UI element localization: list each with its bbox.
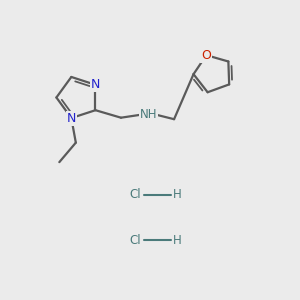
Text: H: H xyxy=(173,233,182,247)
Text: NH: NH xyxy=(140,108,157,121)
Text: O: O xyxy=(201,49,211,62)
Text: Cl: Cl xyxy=(130,233,141,247)
Text: N: N xyxy=(67,112,76,124)
Text: Cl: Cl xyxy=(130,188,141,202)
Text: N: N xyxy=(91,78,100,91)
Text: H: H xyxy=(173,188,182,202)
